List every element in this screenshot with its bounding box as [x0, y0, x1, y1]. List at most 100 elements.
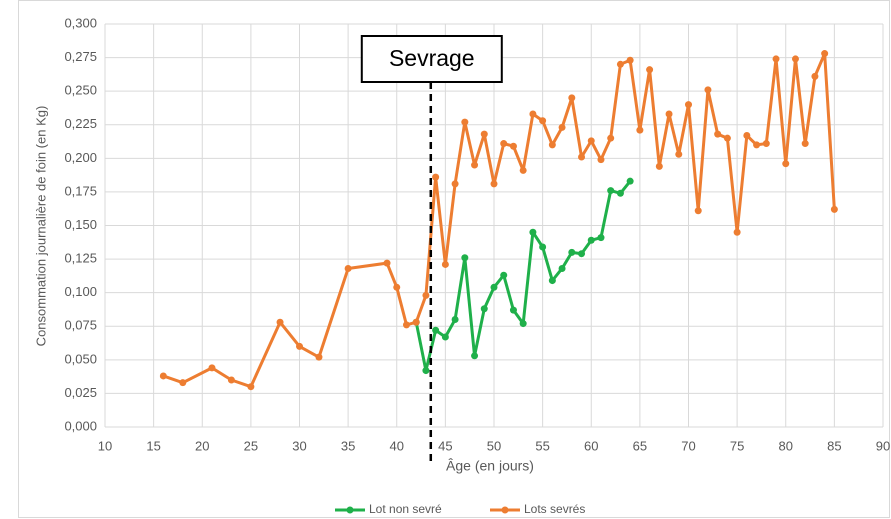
data-point [480, 305, 488, 313]
data-point [685, 101, 692, 109]
y-tick-label: 0,000 [64, 418, 97, 433]
data-point [714, 130, 722, 138]
x-axis-label: Âge (en jours) [446, 458, 534, 474]
data-point [704, 86, 712, 94]
legend-marker [346, 506, 354, 514]
data-point [500, 271, 508, 279]
data-point [607, 134, 615, 142]
x-tick-label: 40 [390, 438, 404, 453]
x-tick-label: 15 [146, 438, 160, 453]
data-point [315, 353, 323, 361]
data-point [422, 367, 430, 375]
data-point [519, 320, 527, 328]
x-tick-label: 85 [827, 438, 841, 453]
data-point [587, 236, 595, 244]
data-point [665, 110, 673, 118]
data-point [597, 234, 605, 242]
data-point [432, 326, 440, 334]
data-point [568, 248, 576, 256]
x-tick-label: 75 [730, 438, 744, 453]
data-point [179, 379, 187, 387]
data-point [597, 156, 605, 164]
data-point [772, 55, 780, 63]
data-point [509, 306, 517, 314]
y-axis-label: Consommation journalière de foin (en Kg) [33, 106, 48, 347]
data-point [821, 50, 829, 58]
data-point [539, 243, 547, 251]
x-tick-label: 45 [438, 438, 452, 453]
y-tick-label: 0,125 [64, 251, 97, 266]
data-point [227, 376, 235, 384]
y-tick-label: 0,250 [64, 83, 97, 98]
data-point [471, 161, 479, 169]
data-point [519, 166, 527, 174]
y-tick-label: 0,100 [64, 284, 97, 299]
data-point [791, 55, 799, 63]
data-point [762, 140, 770, 148]
data-point [247, 383, 255, 391]
data-point [461, 118, 469, 126]
data-point [801, 140, 809, 148]
data-point [441, 333, 449, 341]
x-tick-label: 70 [681, 438, 695, 453]
data-point [383, 259, 391, 267]
y-tick-label: 0,225 [64, 116, 97, 131]
annotation-box [360, 35, 503, 83]
data-point [529, 110, 537, 118]
data-point [432, 173, 440, 181]
data-point [393, 283, 401, 291]
x-tick-label: 80 [779, 438, 793, 453]
y-tick-label: 0,275 [64, 49, 97, 64]
data-point [276, 318, 284, 326]
data-point [548, 141, 556, 149]
data-point [694, 207, 702, 215]
data-point [539, 117, 547, 125]
data-point [578, 153, 586, 161]
x-tick-label: 35 [341, 438, 355, 453]
x-tick-label: 30 [292, 438, 306, 453]
data-point [743, 131, 751, 139]
data-point [655, 162, 663, 170]
data-point [490, 180, 498, 188]
data-point [782, 160, 790, 168]
data-point [412, 318, 420, 326]
data-point [675, 150, 683, 158]
y-tick-label: 0,075 [64, 318, 97, 333]
data-point [587, 137, 595, 145]
data-point [490, 283, 498, 291]
data-point [636, 126, 644, 134]
y-tick-label: 0,200 [64, 150, 97, 165]
data-point [568, 94, 576, 102]
x-tick-label: 55 [535, 438, 549, 453]
data-point [723, 134, 731, 142]
x-tick-label: 50 [487, 438, 501, 453]
x-tick-label: 10 [98, 438, 112, 453]
legend-marker [501, 506, 509, 514]
data-point [646, 66, 654, 74]
data-point [626, 177, 634, 185]
data-point [441, 260, 449, 268]
x-tick-label: 90 [876, 438, 890, 453]
x-tick-label: 20 [195, 438, 209, 453]
data-point [344, 264, 352, 272]
data-point [402, 321, 410, 329]
data-point [296, 342, 303, 350]
data-point [529, 228, 537, 236]
y-tick-label: 0,300 [64, 15, 97, 30]
series-line [162, 52, 836, 389]
y-tick-label: 0,050 [64, 351, 97, 366]
data-point [607, 187, 615, 195]
data-point [616, 60, 624, 68]
data-point [471, 352, 479, 360]
data-point [558, 123, 566, 131]
y-tick-label: 0,025 [64, 385, 97, 400]
legend-label: Lot non sevré [369, 502, 442, 516]
data-point [500, 140, 508, 148]
x-tick-label: 60 [584, 438, 598, 453]
data-point [548, 277, 556, 285]
data-point [558, 264, 566, 272]
data-point [616, 189, 624, 197]
data-point [208, 364, 216, 372]
data-point [811, 72, 819, 80]
